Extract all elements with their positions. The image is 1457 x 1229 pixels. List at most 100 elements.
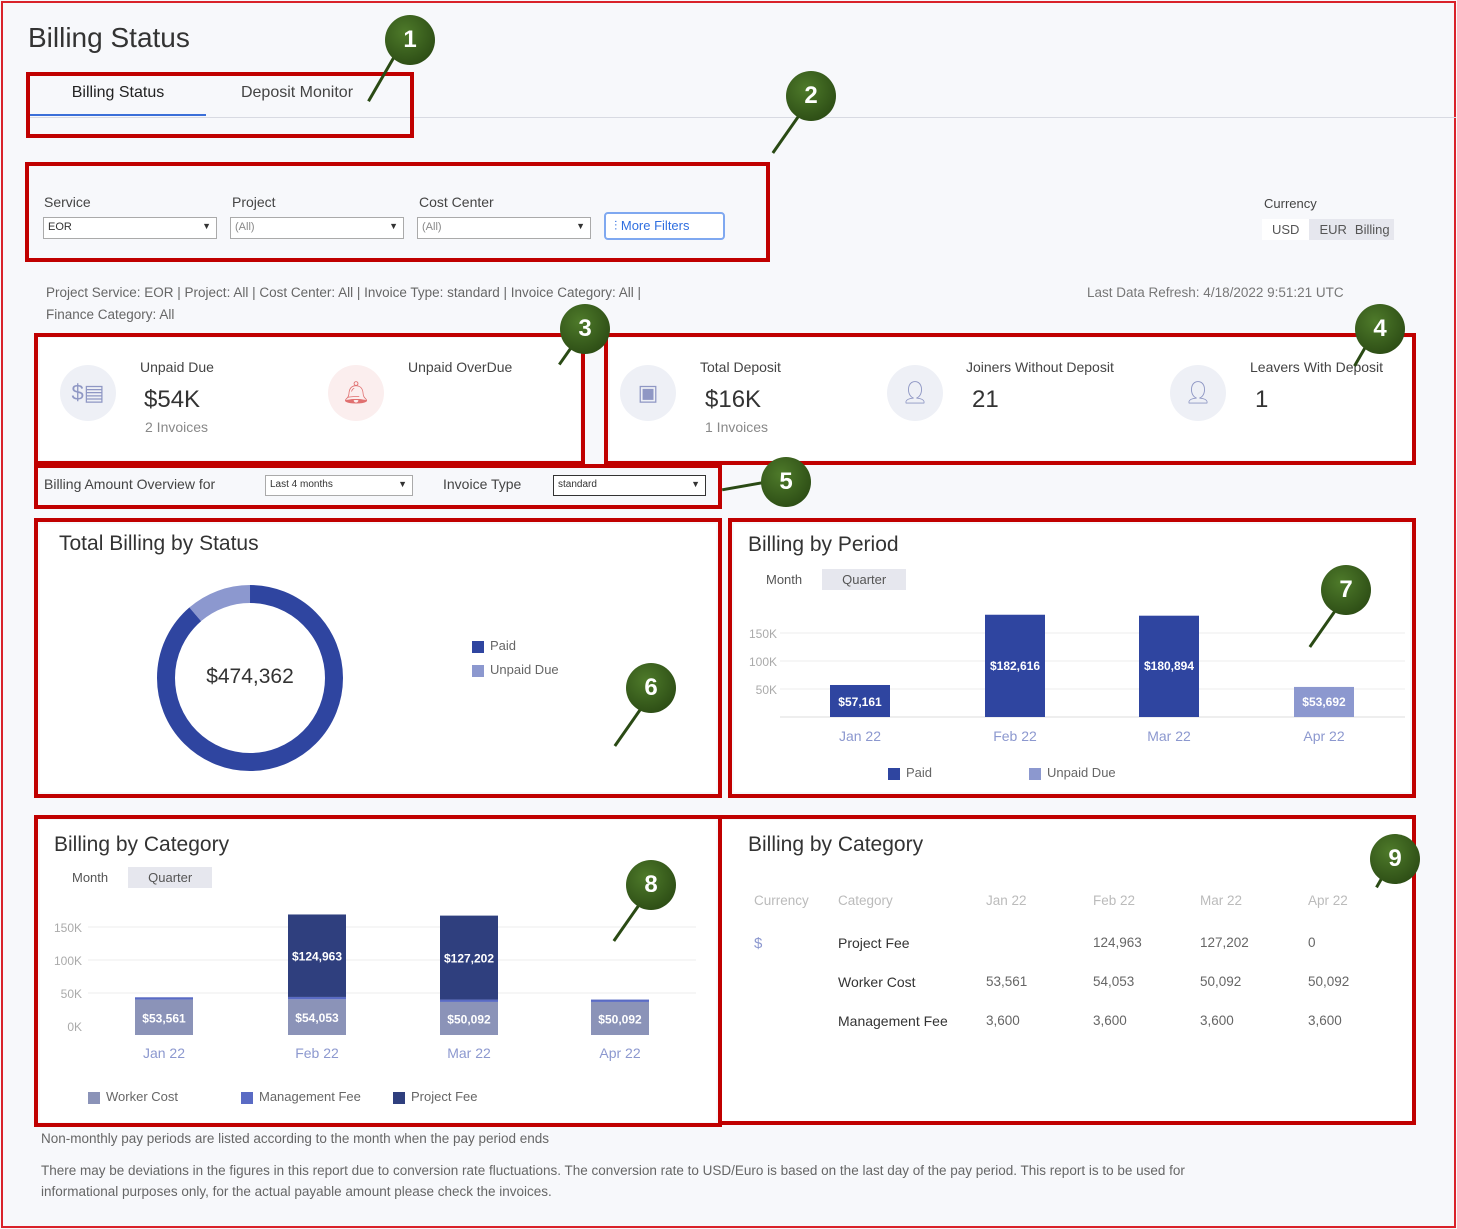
legend-swatch bbox=[393, 1091, 405, 1104]
overview-label: Billing Amount Overview for bbox=[44, 476, 216, 492]
bar-segment-worker-cost bbox=[440, 1001, 498, 1035]
data-label: $182,616 bbox=[990, 659, 1040, 673]
table-cell: 54,053 bbox=[1093, 974, 1135, 989]
table-header: Feb 22 bbox=[1093, 893, 1136, 908]
cost-center-value: (All) bbox=[422, 221, 442, 233]
y-tick-label: 150K bbox=[54, 921, 82, 935]
legend-swatch bbox=[472, 664, 484, 677]
deposit-card bbox=[610, 338, 1412, 460]
legend-unpaid: Unpaid Due bbox=[1029, 765, 1116, 780]
invoice-type-select[interactable]: standard ▼ bbox=[553, 475, 706, 496]
last-refresh: Last Data Refresh: 4/18/2022 9:51:21 UTC bbox=[1087, 285, 1344, 300]
unpaid-card bbox=[40, 338, 580, 460]
legend-worker-cost: Worker Cost bbox=[88, 1089, 178, 1104]
bar-segment-management-fee bbox=[135, 997, 193, 1000]
cash-icon: ▣ bbox=[620, 365, 676, 421]
service-value: EOR bbox=[48, 221, 72, 233]
y-tick-label: 100K bbox=[54, 954, 82, 968]
annotation-box-1 bbox=[26, 72, 414, 138]
legend-label: Paid bbox=[906, 765, 933, 780]
footnote-pay-periods: Non-monthly pay periods are listed accor… bbox=[41, 1131, 550, 1146]
table-cell: 0 bbox=[1308, 935, 1316, 950]
currency-option-billing[interactable]: Billing bbox=[1354, 222, 1390, 237]
x-tick-label: Jan 22 bbox=[839, 728, 881, 744]
annotation-box-8 bbox=[34, 815, 722, 1127]
x-tick-label: Feb 22 bbox=[295, 1045, 339, 1061]
bar-jan-22 bbox=[830, 684, 890, 717]
legend-paid: Paid bbox=[472, 638, 516, 653]
bar-segment-worker-cost bbox=[288, 999, 346, 1035]
toggle-month[interactable]: Month bbox=[52, 867, 129, 888]
footnote-disclaimer: There may be deviations in the figures i… bbox=[41, 1163, 1185, 1178]
legend-swatch bbox=[472, 640, 484, 653]
bar-feb-22 bbox=[985, 614, 1045, 717]
y-tick-label: 150K bbox=[749, 627, 777, 641]
legend-label: Worker Cost bbox=[106, 1089, 178, 1104]
annotation-box-3 bbox=[34, 333, 585, 465]
legend-swatch bbox=[888, 767, 900, 780]
invoice-type-value: standard bbox=[558, 479, 597, 490]
legend-swatch bbox=[241, 1091, 253, 1104]
legend-paid: Paid bbox=[888, 765, 932, 780]
donut-chart bbox=[157, 585, 343, 771]
legend-management-fee: Management Fee bbox=[241, 1089, 361, 1104]
y-tick-label: 50K bbox=[61, 987, 82, 1001]
toggle-quarter[interactable]: Quarter bbox=[842, 572, 887, 587]
more-filters-label: More Filters bbox=[620, 218, 690, 233]
callout-7: 7 bbox=[1321, 565, 1371, 615]
leavers-label: Leavers With Deposit bbox=[1250, 359, 1384, 375]
tab-deposit-monitor[interactable]: Deposit Monitor bbox=[240, 84, 354, 101]
project-select[interactable]: (All) ▼ bbox=[230, 217, 404, 239]
legend-label: Paid bbox=[490, 638, 517, 653]
unpaid-due-value: $54K bbox=[144, 386, 201, 413]
x-tick-label: Jan 22 bbox=[143, 1045, 185, 1061]
y-tick-label: 50K bbox=[756, 683, 777, 697]
data-label: $50,092 bbox=[447, 1012, 491, 1026]
project-value: (All) bbox=[235, 221, 255, 233]
filter-summary: Project Service: EOR | Project: All | Co… bbox=[46, 285, 642, 300]
legend-label: Management Fee bbox=[259, 1089, 361, 1104]
period-value: Last 4 months bbox=[270, 479, 333, 490]
legend-label: Unpaid Due bbox=[1047, 765, 1116, 780]
unpaid-due-invoices: 2 Invoices bbox=[145, 419, 209, 435]
legend-label: Project Fee bbox=[411, 1089, 478, 1104]
bar-apr-22 bbox=[1294, 686, 1354, 717]
service-select[interactable]: EOR ▼ bbox=[43, 217, 217, 239]
table-header: Currency bbox=[754, 893, 809, 908]
table-cell: 53,561 bbox=[986, 974, 1028, 989]
table-cell: 3,600 bbox=[1308, 1013, 1342, 1028]
bar-segment-worker-cost bbox=[135, 999, 193, 1035]
cost-center-label: Cost Center bbox=[419, 194, 494, 210]
table-cell: Management Fee bbox=[838, 1013, 948, 1029]
callout-6: 6 bbox=[626, 663, 676, 713]
invoice-type-label: Invoice Type bbox=[443, 476, 522, 492]
tab-billing-status[interactable]: Billing Status bbox=[30, 84, 206, 116]
toggle-month[interactable]: Month bbox=[746, 569, 823, 590]
callout-8: 8 bbox=[626, 860, 676, 910]
callout-2: 2 bbox=[786, 71, 836, 121]
cost-center-select[interactable]: (All) ▼ bbox=[417, 217, 591, 239]
bar-segment-project-fee bbox=[288, 914, 346, 997]
more-filters-button[interactable]: ⫶ More Filters bbox=[604, 212, 725, 240]
currency-option-eur[interactable]: EUR bbox=[1319, 222, 1347, 237]
filter-summary-2: Finance Category: All bbox=[46, 307, 175, 322]
legend-project-fee: Project Fee bbox=[393, 1089, 477, 1104]
legend-label: Unpaid Due bbox=[490, 662, 559, 677]
joiners-label: Joiners Without Deposit bbox=[966, 359, 1114, 375]
currency-toggle: USD EUR Billing bbox=[1262, 219, 1394, 240]
y-tick-label: 100K bbox=[749, 655, 777, 669]
callout-4: 4 bbox=[1355, 304, 1405, 354]
callout-1: 1 bbox=[385, 15, 435, 65]
project-label: Project bbox=[232, 194, 276, 210]
user-card-icon: 👤︎ bbox=[887, 365, 943, 421]
legend-swatch bbox=[88, 1091, 100, 1104]
toggle-quarter[interactable]: Quarter bbox=[148, 870, 193, 885]
bar-segment-project-fee bbox=[440, 915, 498, 1000]
table-cell: 3,600 bbox=[1200, 1013, 1234, 1028]
filter-sliders-icon: ⫶ bbox=[614, 218, 621, 233]
currency-option-usd[interactable]: USD bbox=[1262, 219, 1310, 240]
table-cell: 50,092 bbox=[1308, 974, 1350, 989]
table-cell: 124,963 bbox=[1093, 935, 1142, 950]
annotation-box-5 bbox=[34, 464, 722, 509]
period-select[interactable]: Last 4 months ▼ bbox=[265, 475, 413, 496]
